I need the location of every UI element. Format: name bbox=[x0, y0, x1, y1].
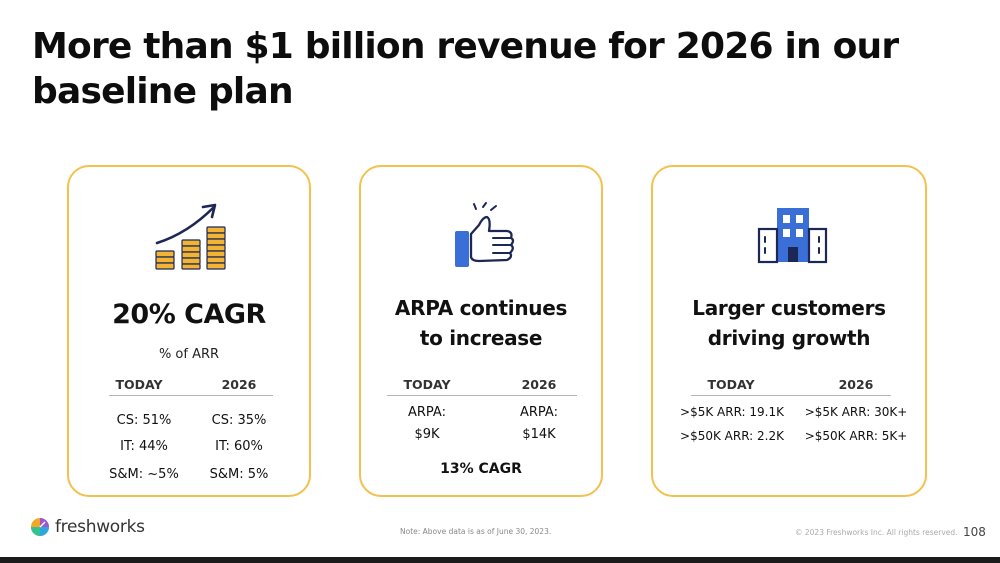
freshworks-logo-icon bbox=[31, 518, 49, 536]
heading-line-1: ARPA continues bbox=[394, 296, 568, 320]
cell-2026: >$5K ARR: 30K+ bbox=[804, 405, 908, 419]
cell-today: CS: 51% bbox=[116, 413, 172, 428]
heading-line-1: Larger customers bbox=[692, 296, 886, 320]
col-2026: 2026 bbox=[838, 377, 874, 392]
cell-today: >$50K ARR: 2.2K bbox=[680, 429, 784, 443]
cell-2026: IT: 60% bbox=[215, 439, 263, 454]
card-heading: ARPA continues to increase bbox=[361, 293, 601, 353]
office-building-icon bbox=[757, 208, 828, 264]
divider bbox=[691, 395, 891, 396]
cell-today: S&M: ~5% bbox=[109, 467, 179, 482]
divider bbox=[109, 395, 273, 396]
heading-line-2: driving growth bbox=[707, 326, 871, 350]
card-subheading: % of ARR bbox=[158, 347, 220, 362]
slide-title: More than $1 billion revenue for 2026 in… bbox=[32, 26, 899, 112]
cell-2026: >$50K ARR: 5K+ bbox=[804, 429, 908, 443]
cell-today: ARPA: bbox=[408, 405, 446, 420]
cell-today: >$5K ARR: 19.1K bbox=[680, 405, 784, 419]
customers-card: Larger customers driving growth TODAY 20… bbox=[651, 165, 927, 497]
cagr-card: 20% CAGR % of ARR TODAY 2026 CS: 51% CS:… bbox=[67, 165, 311, 497]
footnote: Note: Above data is as of June 30, 2023. bbox=[400, 527, 552, 536]
divider bbox=[387, 395, 577, 396]
col-today: TODAY bbox=[115, 377, 163, 392]
col-2026: 2026 bbox=[521, 377, 557, 392]
cell-2026: ARPA: bbox=[520, 405, 558, 420]
arpa-card: ARPA continues to increase TODAY 2026 AR… bbox=[359, 165, 603, 497]
logo-text: freshworks bbox=[55, 517, 145, 537]
cell-2026: S&M: 5% bbox=[209, 467, 269, 482]
cell-2026: $14K bbox=[522, 427, 556, 442]
col-today: TODAY bbox=[403, 377, 451, 392]
card-heading: 20% CAGR bbox=[112, 299, 266, 330]
copyright: © 2023 Freshworks Inc. All rights reserv… bbox=[795, 528, 958, 537]
page-number: 108 bbox=[963, 525, 986, 539]
col-2026: 2026 bbox=[221, 377, 257, 392]
bottom-bar bbox=[0, 557, 1000, 563]
cell-today: IT: 44% bbox=[120, 439, 168, 454]
growth-chart-icon bbox=[155, 203, 226, 270]
col-today: TODAY bbox=[707, 377, 755, 392]
thumbs-up-icon bbox=[455, 202, 515, 267]
cell-today: $9K bbox=[414, 427, 440, 442]
heading-line-2: to increase bbox=[419, 326, 543, 350]
cagr-label: 13% CAGR bbox=[440, 461, 522, 477]
card-heading: Larger customers driving growth bbox=[653, 293, 925, 353]
cell-2026: CS: 35% bbox=[211, 413, 267, 428]
freshworks-logo: freshworks bbox=[30, 517, 145, 537]
